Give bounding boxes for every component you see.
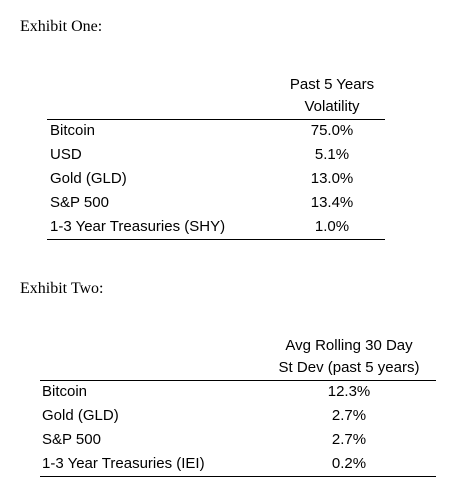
row-label: 1-3 Year Treasuries (SHY) xyxy=(50,218,226,235)
column-header: Past 5 Years xyxy=(289,76,375,93)
row-value: 0.2% xyxy=(331,455,367,472)
column-header: Avg Rolling 30 Day xyxy=(285,337,413,354)
row-label: S&P 500 xyxy=(42,431,101,448)
row-label: Bitcoin xyxy=(42,383,88,400)
row-value: 75.0% xyxy=(310,122,354,139)
row-value: 12.3% xyxy=(327,383,371,400)
row-value: 5.1% xyxy=(314,146,350,163)
bottom-rule xyxy=(40,476,436,477)
row-label: S&P 500 xyxy=(50,194,109,211)
row-label: Gold (GLD) xyxy=(50,170,127,187)
header-rule xyxy=(47,119,385,120)
exhibit-title: Exhibit Two: xyxy=(20,280,104,297)
row-label: USD xyxy=(50,146,82,163)
row-label: Gold (GLD) xyxy=(42,407,119,424)
header-rule xyxy=(40,380,436,381)
column-header: Volatility xyxy=(304,98,360,115)
row-label: Bitcoin xyxy=(50,122,96,139)
exhibit-title: Exhibit One: xyxy=(20,18,103,35)
row-label: 1-3 Year Treasuries (IEI) xyxy=(42,455,205,472)
bottom-rule xyxy=(47,239,385,240)
row-value: 2.7% xyxy=(331,431,367,448)
row-value: 1.0% xyxy=(314,218,350,235)
column-header: St Dev (past 5 years) xyxy=(278,359,420,376)
row-value: 2.7% xyxy=(331,407,367,424)
row-value: 13.0% xyxy=(310,170,354,187)
row-value: 13.4% xyxy=(310,194,354,211)
